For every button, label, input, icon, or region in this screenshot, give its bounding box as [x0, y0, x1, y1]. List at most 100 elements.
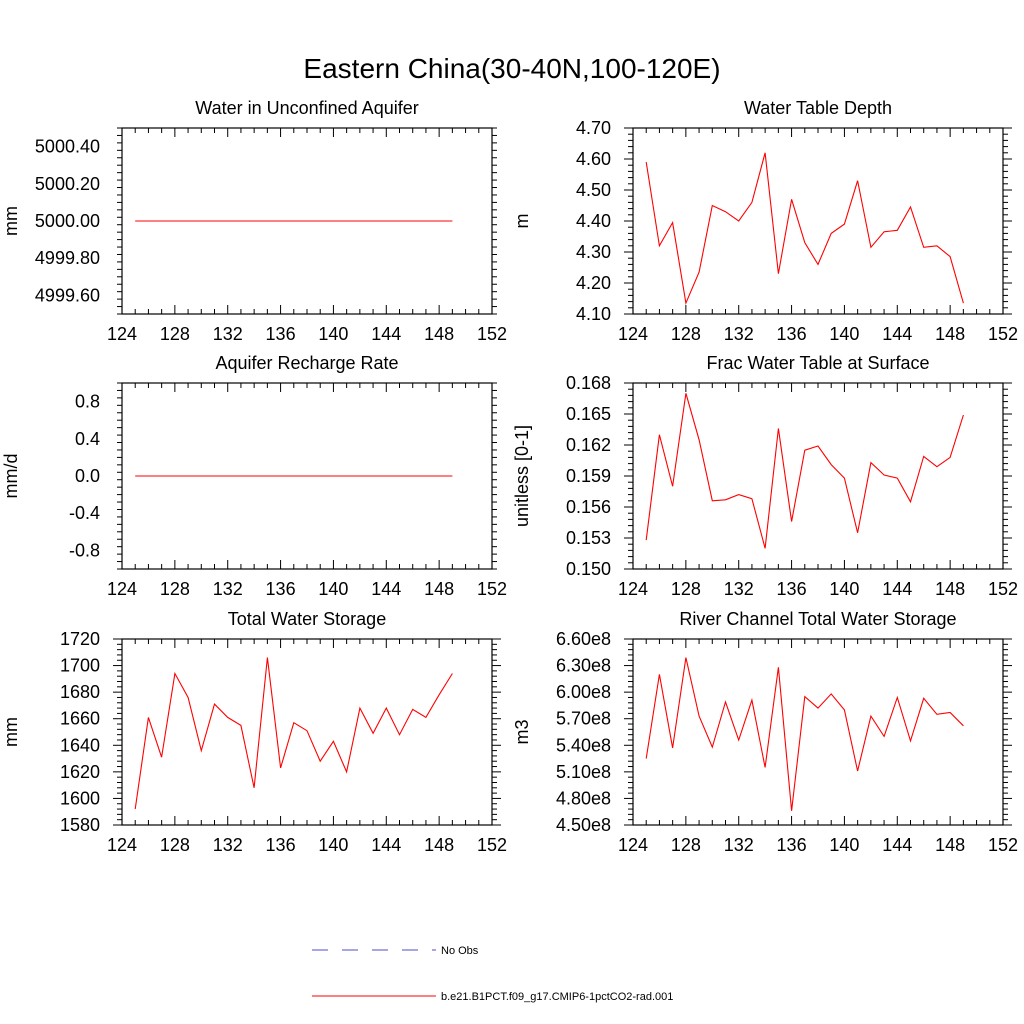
y-tick-label: 0.150 [566, 559, 611, 579]
x-tick-label: 152 [988, 324, 1018, 344]
x-tick-label: 152 [988, 835, 1018, 855]
panel-title: Water Table Depth [744, 98, 892, 118]
x-tick-label: 140 [829, 324, 859, 344]
legend-label: b.e21.B1PCT.f09_g17.CMIP6-1pctCO2-rad.00… [441, 991, 673, 1003]
panel-title: Frac Water Table at Surface [706, 353, 929, 373]
y-tick-label: 0.162 [566, 435, 611, 455]
x-tick-label: 124 [107, 835, 137, 855]
y-tick-label: 6.00e8 [556, 682, 611, 702]
x-tick-label: 136 [777, 835, 807, 855]
y-tick-label: 1700 [60, 656, 100, 676]
x-tick-label: 136 [266, 835, 296, 855]
x-tick-label: 136 [777, 579, 807, 599]
series-line [134, 657, 453, 810]
panel-aquifer-recharge-rate: Aquifer Recharge Rate mm/d 124 128 132 136 140… [1, 353, 507, 599]
x-tick-label: 124 [618, 579, 648, 599]
panel-title: Aquifer Recharge Rate [215, 353, 398, 373]
figure-title: Eastern China(30-40N,100-120E) [303, 53, 720, 84]
x-tick-label: 140 [318, 324, 348, 344]
x-tick-label: 148 [424, 835, 454, 855]
y-axis-label: m [512, 214, 532, 229]
y-tick-label: 0.0 [75, 466, 100, 486]
panel-total-water-storage: Total Water Storage mm 124 128 132 136 140 144 1… [1, 609, 507, 855]
x-tick-label: 144 [882, 579, 912, 599]
y-tick-label: 0.4 [75, 429, 100, 449]
y-axis-label: m3 [512, 719, 532, 744]
x-tick-label: 124 [107, 579, 137, 599]
series-line [645, 393, 964, 549]
y-axis-label: mm [1, 717, 21, 747]
y-tick-label: 4.20 [576, 273, 611, 293]
y-tick-label: 5.10e8 [556, 762, 611, 782]
x-tick-label: 132 [724, 835, 754, 855]
y-tick-label: 4999.80 [35, 248, 100, 268]
x-tick-label: 152 [477, 324, 507, 344]
y-tick-label: 1640 [60, 735, 100, 755]
x-tick-label: 144 [371, 324, 401, 344]
y-tick-label: 4.80e8 [556, 788, 611, 808]
x-tick-label: 148 [424, 324, 454, 344]
y-tick-label: 4.70 [576, 118, 611, 138]
x-tick-label: 140 [318, 579, 348, 599]
panel-water-in-unconfined-aquifer: Water in Unconfined Aquifer mm 124 128 132 13… [1, 98, 507, 344]
series-line [645, 152, 964, 306]
x-tick-label: 124 [618, 835, 648, 855]
y-tick-label: 5000.00 [35, 211, 100, 231]
x-tick-label: 152 [477, 579, 507, 599]
x-tick-label: 148 [424, 579, 454, 599]
y-tick-label: 1600 [60, 788, 100, 808]
y-tick-label: 4.10 [576, 304, 611, 324]
y-tick-label: 6.60e8 [556, 629, 611, 649]
y-tick-label: 4.40 [576, 211, 611, 231]
x-tick-label: 148 [935, 324, 965, 344]
x-tick-label: 144 [371, 835, 401, 855]
x-tick-label: 124 [107, 324, 137, 344]
legend: No Obs b.e21.B1PCT.f09_g17.CMIP6-1pctCO2-… [312, 945, 673, 1003]
y-tick-label: 0.156 [566, 497, 611, 517]
legend-item: No Obs [312, 945, 479, 957]
legend-label: No Obs [441, 945, 479, 957]
y-axis-label: mm [1, 206, 21, 236]
plot-frame [632, 382, 1004, 570]
y-tick-label: 5000.20 [35, 174, 100, 194]
x-tick-label: 136 [266, 579, 296, 599]
y-tick-label: 1660 [60, 709, 100, 729]
x-tick-label: 136 [777, 324, 807, 344]
y-tick-label: 4999.60 [35, 285, 100, 305]
y-tick-label: 5000.40 [35, 137, 100, 157]
chart-panels: Water in Unconfined Aquifer mm 124 128 132 13… [1, 98, 1018, 855]
y-tick-label: 6.30e8 [556, 656, 611, 676]
x-tick-label: 132 [213, 324, 243, 344]
panel-title: River Channel Total Water Storage [679, 609, 956, 629]
x-tick-label: 152 [477, 835, 507, 855]
x-tick-label: 132 [724, 324, 754, 344]
y-tick-label: 1620 [60, 762, 100, 782]
y-tick-label: 4.50 [576, 180, 611, 200]
x-tick-label: 128 [160, 579, 190, 599]
y-tick-label: 4.60 [576, 149, 611, 169]
y-tick-label: 0.8 [75, 392, 100, 412]
y-tick-label: 5.40e8 [556, 735, 611, 755]
x-tick-label: 136 [266, 324, 296, 344]
x-tick-label: 132 [213, 579, 243, 599]
y-tick-label: 0.153 [566, 528, 611, 548]
panel-title: Total Water Storage [228, 609, 386, 629]
y-tick-label: 1680 [60, 682, 100, 702]
x-tick-label: 144 [882, 324, 912, 344]
plot-frame [632, 127, 1004, 315]
y-tick-label: 0.165 [566, 404, 611, 424]
y-axis-label: mm/d [1, 454, 21, 499]
x-tick-label: 140 [318, 835, 348, 855]
y-tick-label: 4.50e8 [556, 815, 611, 835]
x-tick-label: 128 [671, 579, 701, 599]
x-tick-label: 140 [829, 835, 859, 855]
x-tick-label: 148 [935, 579, 965, 599]
x-tick-label: 132 [213, 835, 243, 855]
x-tick-label: 124 [618, 324, 648, 344]
x-tick-label: 144 [371, 579, 401, 599]
x-tick-label: 152 [988, 579, 1018, 599]
x-tick-label: 148 [935, 835, 965, 855]
y-tick-label: 1720 [60, 629, 100, 649]
x-tick-label: 128 [160, 835, 190, 855]
